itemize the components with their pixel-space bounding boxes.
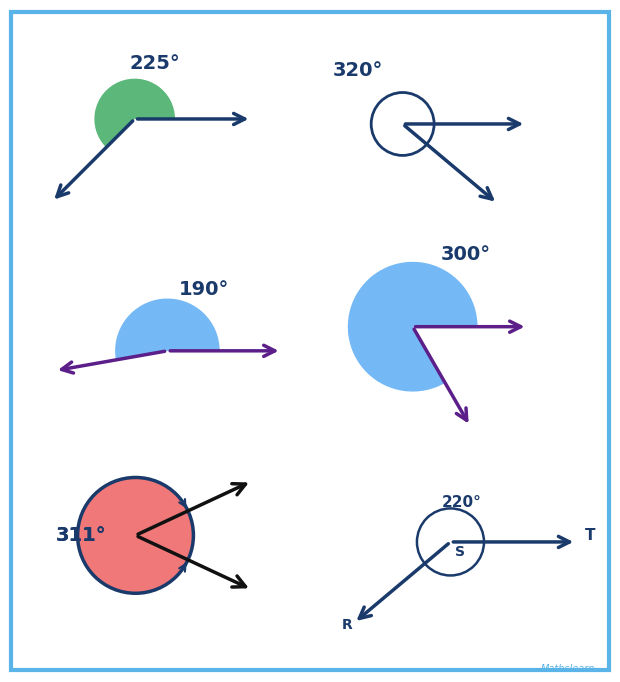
Circle shape bbox=[78, 477, 193, 593]
Wedge shape bbox=[348, 262, 477, 391]
Text: 190°: 190° bbox=[179, 280, 229, 299]
Text: 320°: 320° bbox=[333, 61, 383, 80]
Text: 311°: 311° bbox=[55, 526, 106, 545]
Text: R: R bbox=[342, 618, 352, 632]
Text: Mathslearn: Mathslearn bbox=[541, 664, 595, 674]
Text: 225°: 225° bbox=[130, 55, 180, 73]
Text: 311°: 311° bbox=[55, 526, 106, 545]
Text: 220°: 220° bbox=[442, 494, 482, 509]
Wedge shape bbox=[115, 299, 219, 360]
Text: 300°: 300° bbox=[441, 246, 491, 265]
Wedge shape bbox=[94, 78, 175, 147]
Text: T: T bbox=[585, 528, 595, 543]
Text: S: S bbox=[454, 544, 464, 559]
